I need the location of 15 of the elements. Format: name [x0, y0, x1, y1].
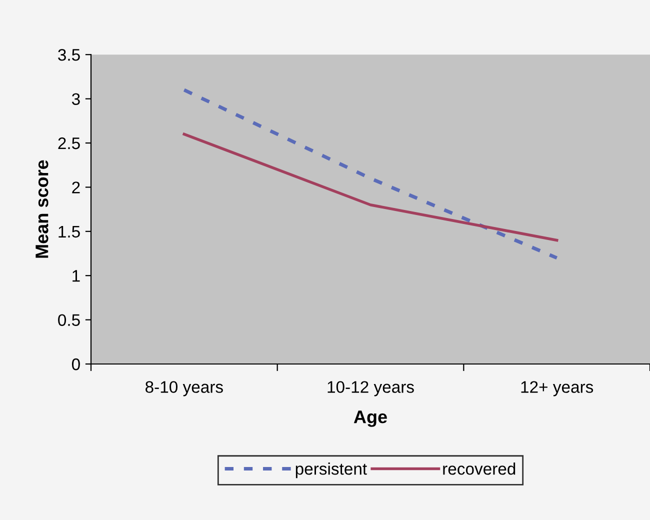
- legend-label: persistent: [296, 462, 367, 478]
- y-tick-label: 0: [72, 358, 80, 370]
- y-axis-title: Mean score: [36, 160, 48, 258]
- x-tick-label: 12+ years: [521, 381, 594, 396]
- y-tick-label: 3: [72, 93, 80, 106]
- y-tick-label: 3.5: [58, 49, 80, 61]
- y-tick-label: 1: [72, 270, 80, 282]
- y-tick-label: 0.5: [58, 314, 80, 326]
- y-tick-label: 2: [72, 182, 80, 194]
- y-tick-label: 1.5: [58, 226, 80, 238]
- x-tick-label: 8-10 years: [146, 381, 223, 396]
- legend-label: recovered: [443, 462, 516, 475]
- x-axis-title: Age: [354, 410, 387, 427]
- y-tick-label: 2.5: [58, 137, 80, 150]
- x-tick-label: 10-12 years: [328, 381, 414, 396]
